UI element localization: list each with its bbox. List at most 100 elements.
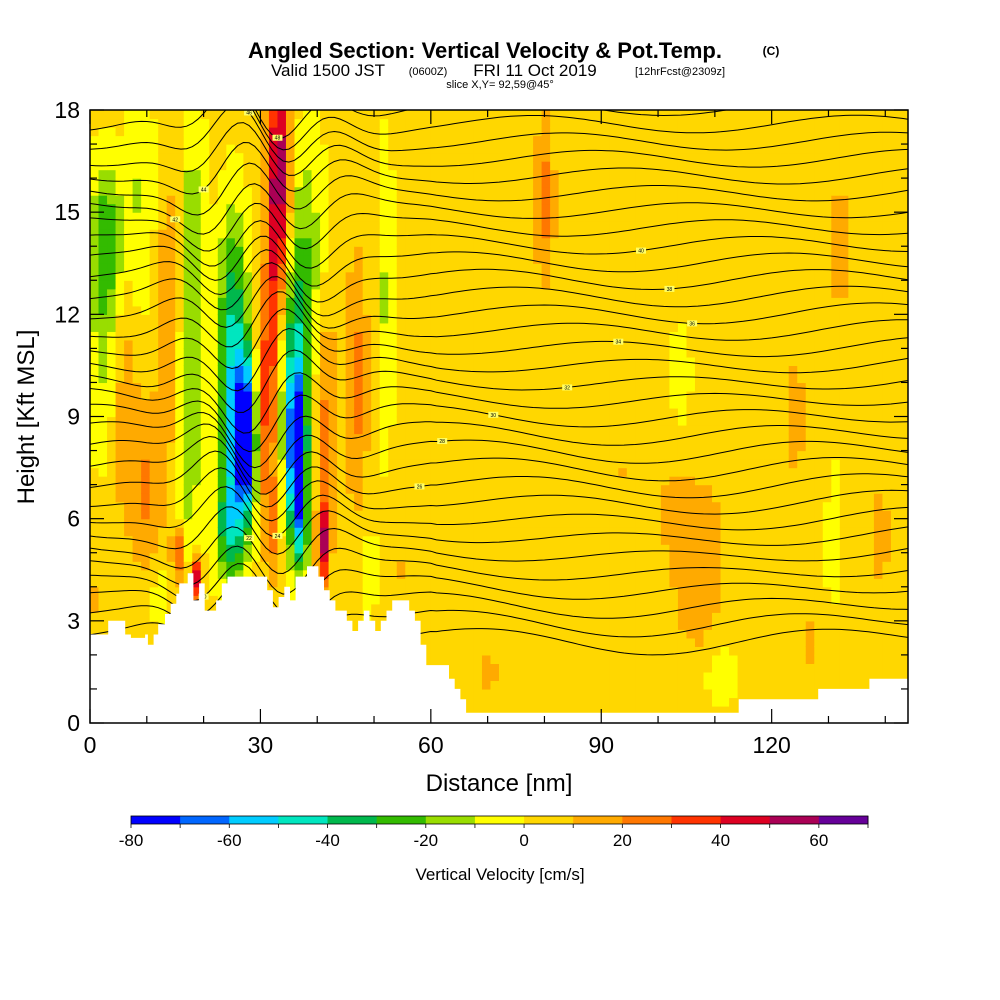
velocity-cell <box>516 144 526 154</box>
velocity-cell <box>115 297 125 307</box>
velocity-cell <box>243 195 253 205</box>
velocity-cell <box>524 637 534 647</box>
velocity-cell <box>413 203 423 213</box>
velocity-cell <box>601 603 611 613</box>
velocity-cell <box>413 127 423 137</box>
velocity-cell <box>251 552 262 562</box>
velocity-cell <box>379 246 389 256</box>
velocity-cell <box>98 501 108 511</box>
velocity-cell <box>456 612 466 622</box>
velocity-cell <box>200 467 210 477</box>
velocity-cell <box>217 382 227 392</box>
velocity-cell <box>669 425 679 435</box>
velocity-cell <box>277 578 287 588</box>
velocity-cell <box>533 680 543 690</box>
velocity-cell <box>660 110 671 120</box>
velocity-cell <box>303 535 313 545</box>
velocity-cell <box>447 459 457 469</box>
velocity-cell <box>652 671 662 682</box>
velocity-cell <box>149 161 159 171</box>
velocity-cell <box>158 561 168 571</box>
velocity-cell <box>592 637 602 647</box>
velocity-cell <box>490 578 500 588</box>
velocity-cell <box>175 297 185 307</box>
velocity-cell <box>345 203 355 213</box>
velocity-cell <box>158 612 168 622</box>
velocity-cell <box>175 459 185 469</box>
velocity-cell <box>371 348 381 358</box>
velocity-cell <box>626 476 636 486</box>
velocity-cell <box>516 518 526 528</box>
velocity-cell <box>533 152 543 162</box>
velocity-cell <box>251 501 262 511</box>
velocity-cell <box>541 493 551 503</box>
velocity-cell <box>405 603 415 613</box>
velocity-cell <box>430 416 440 426</box>
velocity-cell <box>558 339 568 349</box>
velocity-cell <box>584 595 594 605</box>
velocity-cell <box>226 390 236 401</box>
velocity-cell <box>558 459 568 469</box>
velocity-cell <box>430 510 440 520</box>
velocity-cell <box>643 365 653 375</box>
velocity-cell <box>371 356 381 367</box>
velocity-cell <box>652 161 662 171</box>
velocity-cell <box>345 305 355 315</box>
velocity-cell <box>200 348 210 358</box>
velocity-cell <box>499 365 509 375</box>
velocity-cell <box>439 280 449 290</box>
velocity-cell <box>677 654 688 664</box>
velocity-cell <box>499 646 509 656</box>
velocity-cell <box>550 535 560 545</box>
velocity-cell <box>328 314 338 324</box>
velocity-cell <box>584 501 594 511</box>
velocity-cell <box>243 467 253 477</box>
velocity-cell <box>149 416 159 426</box>
velocity-cell <box>200 356 210 367</box>
velocity-cell <box>328 263 338 273</box>
velocity-cell <box>516 356 526 367</box>
velocity-cell <box>524 425 534 435</box>
velocity-cell <box>311 501 321 511</box>
velocity-cell <box>669 544 679 554</box>
velocity-cell <box>158 442 168 452</box>
velocity-cell <box>107 373 117 384</box>
velocity-cell <box>524 144 534 154</box>
velocity-cell <box>626 705 636 716</box>
velocity-cell <box>166 433 176 443</box>
velocity-cell <box>320 297 330 307</box>
velocity-cell <box>192 178 202 188</box>
velocity-cell <box>405 237 415 247</box>
velocity-cell <box>192 118 202 128</box>
velocity-cell <box>303 288 313 298</box>
velocity-cell <box>90 407 100 418</box>
velocity-cell <box>626 416 636 426</box>
velocity-cell <box>490 271 500 281</box>
velocity-cell <box>609 135 619 145</box>
velocity-cell <box>584 203 594 213</box>
velocity-cell <box>115 425 125 435</box>
velocity-cell <box>260 203 270 213</box>
velocity-cell <box>507 220 517 230</box>
velocity-cell <box>499 561 509 571</box>
velocity-cell <box>413 263 423 273</box>
velocity-cell <box>481 237 492 247</box>
velocity-cell <box>354 518 364 528</box>
velocity-cell <box>217 297 227 307</box>
velocity-cell <box>149 195 159 205</box>
velocity-cell <box>303 220 313 230</box>
velocity-cell <box>107 416 117 426</box>
velocity-cell <box>541 280 551 290</box>
velocity-cell <box>473 390 483 401</box>
velocity-cell <box>516 288 526 298</box>
velocity-cell <box>115 254 125 264</box>
velocity-cell <box>550 603 560 613</box>
velocity-cell <box>277 161 287 171</box>
velocity-cell <box>652 680 662 690</box>
velocity-cell <box>90 339 100 349</box>
velocity-cell <box>311 561 321 571</box>
velocity-cell <box>98 510 108 520</box>
velocity-cell <box>507 135 517 145</box>
velocity-cell <box>388 271 398 281</box>
velocity-cell <box>669 535 679 545</box>
